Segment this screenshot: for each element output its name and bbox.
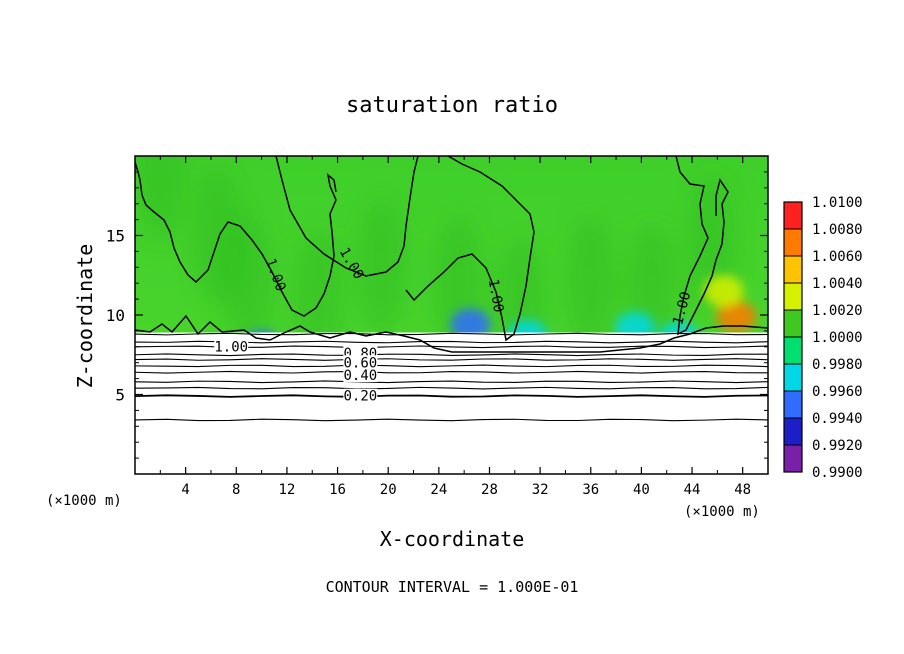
colorbar-label-0: 0.9900 bbox=[812, 465, 863, 481]
contour-label-group-6: 0.60 bbox=[343, 355, 378, 371]
x-tick-label-4: 20 bbox=[380, 482, 397, 498]
colorbar-cell-1 bbox=[784, 418, 802, 445]
contour-label-2: 1.00 bbox=[485, 278, 507, 314]
x-tick-label-7: 32 bbox=[532, 482, 549, 498]
x-tick-label-3: 16 bbox=[329, 482, 346, 498]
y-axis-label: Z-coordinate bbox=[73, 244, 97, 389]
ridge-2 bbox=[222, 213, 275, 354]
chart-title: saturation ratio bbox=[346, 93, 558, 118]
x-tick-label-2: 12 bbox=[278, 482, 295, 498]
y-tick-label-0: 5 bbox=[115, 386, 125, 405]
y-tick-label-1: 10 bbox=[106, 306, 125, 325]
y-tick-label-2: 15 bbox=[106, 227, 125, 246]
lower-contour-7 bbox=[135, 380, 768, 384]
contour-1.00-mid bbox=[275, 156, 419, 277]
colorbar: 0.9900 0.9920 0.9940 0.9960 0.9980 1.0000 1.00… bbox=[783, 195, 863, 481]
colorbar-label-1: 0.9920 bbox=[812, 438, 863, 454]
colorbar-cell-7 bbox=[784, 256, 802, 283]
colorbar-label-2: 0.9940 bbox=[812, 411, 863, 427]
colorbar-label-4: 0.9980 bbox=[812, 357, 863, 373]
contour-label-group-2: 1.00 bbox=[485, 278, 507, 314]
ridge-0 bbox=[135, 156, 187, 242]
contour-label-4: 1.00 bbox=[214, 339, 248, 355]
lower-contour-10 bbox=[135, 418, 768, 422]
colorbar-cell-2 bbox=[784, 391, 802, 418]
contour-label-group-4: 1.00 bbox=[214, 339, 249, 355]
y-axis: 5 10 15 bbox=[106, 171, 768, 459]
x-tick-label-8: 36 bbox=[582, 482, 599, 498]
colorbar-cell-9 bbox=[784, 202, 802, 229]
anomaly-5 bbox=[716, 300, 757, 333]
anomaly-6 bbox=[703, 275, 744, 308]
lower-contour-0 bbox=[135, 332, 768, 336]
x-tick-label-10: 44 bbox=[684, 482, 701, 498]
ridge-4 bbox=[355, 197, 408, 338]
contour-1.00-center bbox=[405, 156, 535, 342]
x-tick-label-1: 8 bbox=[232, 482, 240, 498]
contour-label-group-7: 0.40 bbox=[343, 368, 378, 384]
lower-contour-9 bbox=[135, 394, 768, 398]
colorbar-cell-5 bbox=[784, 310, 802, 337]
x-tick-label-0: 4 bbox=[181, 482, 189, 498]
colorbar-cell-0 bbox=[784, 445, 802, 472]
cloud-base-region bbox=[135, 332, 768, 474]
lower-contour-4 bbox=[135, 358, 768, 361]
contour-1.00-right bbox=[675, 156, 729, 336]
contour-label-6: 0.60 bbox=[343, 355, 377, 371]
contour-label-8: 0.20 bbox=[343, 389, 377, 405]
lower-contour-3 bbox=[135, 353, 768, 357]
colorbar-label-5: 1.0000 bbox=[812, 330, 863, 346]
x-tick-label-5: 24 bbox=[430, 482, 447, 498]
colorbar-label-10: 1.0100 bbox=[812, 195, 863, 211]
plot-area: 1.00 1.001.00 1.001.00 0.800.600.400.20 bbox=[135, 156, 768, 474]
lower-contour-5 bbox=[135, 364, 768, 368]
contour-lines bbox=[135, 156, 768, 422]
contour-label-7: 0.40 bbox=[343, 368, 377, 384]
colorbar-cell-6 bbox=[784, 283, 802, 310]
x-unit-right: (×1000 m) bbox=[684, 504, 760, 520]
x-axis: 4 8 12 16 20 24 28 32 36 40 44 48 bbox=[159, 156, 751, 498]
contour-1.00-left bbox=[135, 161, 337, 317]
x-tick-label-6: 28 bbox=[481, 482, 498, 498]
contour-label-group-8: 0.20 bbox=[343, 388, 378, 405]
lower-contour-8 bbox=[135, 386, 768, 390]
x-tick-label-9: 40 bbox=[633, 482, 650, 498]
contour-interval-note: CONTOUR INTERVAL = 1.000E-01 bbox=[326, 578, 579, 596]
colorbar-cell-3 bbox=[784, 364, 802, 391]
colorbar-label-9: 1.0080 bbox=[812, 222, 863, 238]
colorbar-cell-4 bbox=[784, 337, 802, 364]
x-unit-left: (×1000 m) bbox=[46, 493, 122, 509]
x-axis-label: X-coordinate bbox=[380, 527, 525, 551]
colorbar-label-7: 1.0040 bbox=[812, 276, 863, 292]
colorbar-cell-8 bbox=[784, 229, 802, 256]
x-tick-label-11: 48 bbox=[734, 482, 751, 498]
colorbar-label-6: 1.0020 bbox=[812, 303, 863, 319]
colorbar-label-3: 0.9960 bbox=[812, 384, 863, 400]
lower-contours bbox=[135, 332, 768, 422]
colorbar-label-8: 1.0060 bbox=[812, 249, 863, 265]
ridge-7 bbox=[564, 213, 617, 354]
lower-contour-6 bbox=[135, 370, 768, 374]
